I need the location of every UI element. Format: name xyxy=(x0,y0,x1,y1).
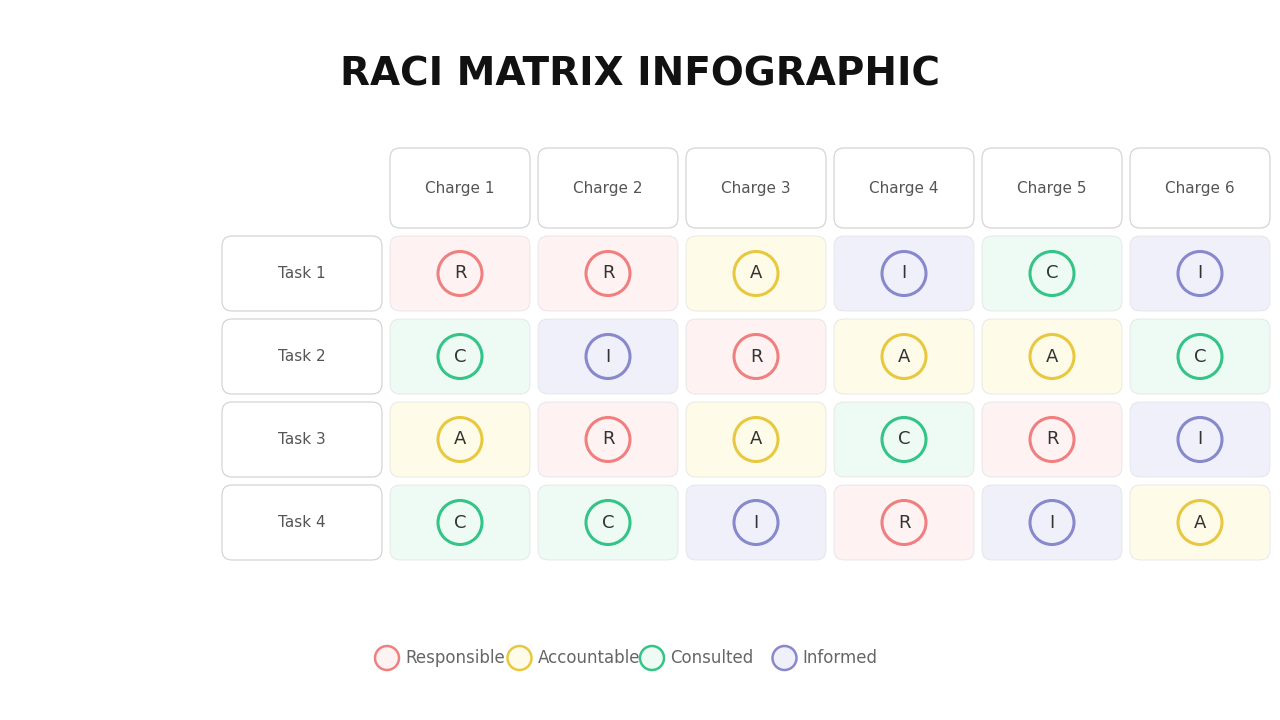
Circle shape xyxy=(773,647,795,669)
Text: C: C xyxy=(453,513,466,531)
Text: R: R xyxy=(453,264,466,282)
Text: Consulted: Consulted xyxy=(669,649,753,667)
FancyBboxPatch shape xyxy=(1130,319,1270,394)
Text: I: I xyxy=(605,348,611,366)
Text: A: A xyxy=(897,348,910,366)
Text: Task 1: Task 1 xyxy=(278,266,326,281)
Text: I: I xyxy=(1050,513,1055,531)
Text: Task 4: Task 4 xyxy=(278,515,326,530)
FancyBboxPatch shape xyxy=(982,485,1123,560)
Text: A: A xyxy=(454,431,466,449)
Text: I: I xyxy=(1197,431,1203,449)
Text: Charge 5: Charge 5 xyxy=(1018,181,1087,196)
FancyBboxPatch shape xyxy=(390,402,530,477)
Text: Task 2: Task 2 xyxy=(278,349,326,364)
Text: Charge 2: Charge 2 xyxy=(573,181,643,196)
FancyBboxPatch shape xyxy=(835,148,974,228)
FancyBboxPatch shape xyxy=(221,485,381,560)
FancyBboxPatch shape xyxy=(390,236,530,311)
Text: I: I xyxy=(754,513,759,531)
FancyBboxPatch shape xyxy=(686,148,826,228)
Text: C: C xyxy=(1194,348,1206,366)
Text: A: A xyxy=(1046,348,1059,366)
Text: Informed: Informed xyxy=(803,649,878,667)
FancyBboxPatch shape xyxy=(686,402,826,477)
FancyBboxPatch shape xyxy=(835,319,974,394)
Text: Charge 4: Charge 4 xyxy=(869,181,938,196)
Text: Responsible: Responsible xyxy=(404,649,504,667)
FancyBboxPatch shape xyxy=(390,485,530,560)
Text: Charge 3: Charge 3 xyxy=(721,181,791,196)
FancyBboxPatch shape xyxy=(686,485,826,560)
Text: I: I xyxy=(1197,264,1203,282)
FancyBboxPatch shape xyxy=(686,319,826,394)
FancyBboxPatch shape xyxy=(390,319,530,394)
Text: C: C xyxy=(602,513,614,531)
Text: R: R xyxy=(1046,431,1059,449)
Circle shape xyxy=(376,647,398,669)
FancyBboxPatch shape xyxy=(1130,402,1270,477)
Text: Accountable: Accountable xyxy=(538,649,640,667)
Text: C: C xyxy=(453,348,466,366)
Text: A: A xyxy=(750,264,762,282)
Text: Task 3: Task 3 xyxy=(278,432,326,447)
FancyBboxPatch shape xyxy=(982,319,1123,394)
Text: Charge 1: Charge 1 xyxy=(425,181,495,196)
Text: I: I xyxy=(901,264,906,282)
FancyBboxPatch shape xyxy=(1130,236,1270,311)
FancyBboxPatch shape xyxy=(390,148,530,228)
Text: Charge 6: Charge 6 xyxy=(1165,181,1235,196)
Text: R: R xyxy=(602,431,614,449)
Circle shape xyxy=(641,647,663,669)
FancyBboxPatch shape xyxy=(835,236,974,311)
FancyBboxPatch shape xyxy=(221,236,381,311)
Circle shape xyxy=(508,647,530,669)
FancyBboxPatch shape xyxy=(1130,148,1270,228)
Text: R: R xyxy=(897,513,910,531)
FancyBboxPatch shape xyxy=(686,236,826,311)
Text: C: C xyxy=(1046,264,1059,282)
FancyBboxPatch shape xyxy=(538,236,678,311)
FancyBboxPatch shape xyxy=(538,319,678,394)
FancyBboxPatch shape xyxy=(982,402,1123,477)
Text: R: R xyxy=(602,264,614,282)
FancyBboxPatch shape xyxy=(1130,485,1270,560)
FancyBboxPatch shape xyxy=(221,402,381,477)
FancyBboxPatch shape xyxy=(538,402,678,477)
FancyBboxPatch shape xyxy=(835,402,974,477)
FancyBboxPatch shape xyxy=(538,485,678,560)
Text: RACI MATRIX INFOGRAPHIC: RACI MATRIX INFOGRAPHIC xyxy=(340,56,940,94)
FancyBboxPatch shape xyxy=(835,485,974,560)
FancyBboxPatch shape xyxy=(982,148,1123,228)
FancyBboxPatch shape xyxy=(221,319,381,394)
FancyBboxPatch shape xyxy=(538,148,678,228)
Text: R: R xyxy=(750,348,763,366)
FancyBboxPatch shape xyxy=(982,236,1123,311)
Text: A: A xyxy=(750,431,762,449)
Text: A: A xyxy=(1194,513,1206,531)
Text: C: C xyxy=(897,431,910,449)
